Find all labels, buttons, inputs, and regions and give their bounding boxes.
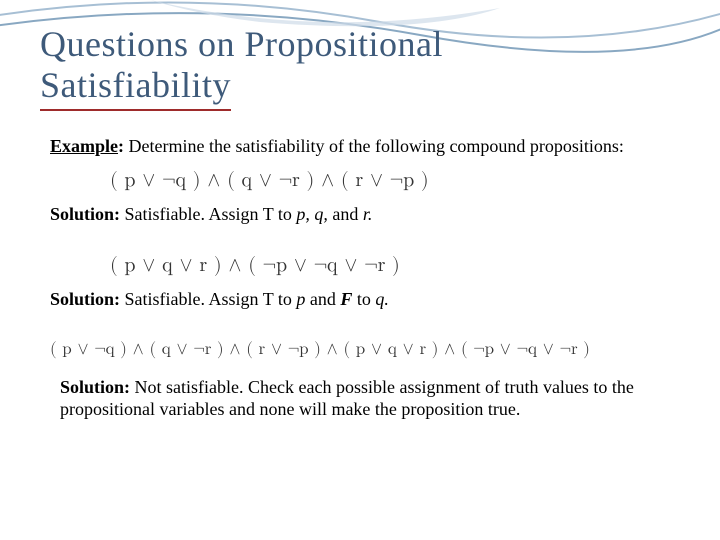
- solution-1: Solution: Satisfiable. Assign T to p, q,…: [50, 203, 680, 226]
- solution-2: Solution: Satisfiable. Assign T to p and…: [50, 288, 680, 311]
- title-line1: Questions on Propositional: [40, 24, 443, 64]
- solution2-to: to: [352, 289, 375, 309]
- solution2-var-q: q.: [375, 289, 389, 309]
- solution3-text: Not satisfiable. Check each possible ass…: [60, 377, 634, 420]
- solution1-text: Satisfiable. Assign T to: [120, 204, 296, 224]
- solution2-F: F: [340, 289, 352, 309]
- example-label: Example: [50, 136, 118, 156]
- solution3-label: Solution:: [60, 377, 130, 397]
- solution1-and: and: [328, 204, 363, 224]
- formula-3: ( p ∨ ¬q ) ∧ ( q ∨ ¬r ) ∧ ( r ∨ ¬p ) ∧ (…: [50, 339, 680, 360]
- solution1-var-r: r.: [363, 204, 373, 224]
- example-paragraph: Example: Determine the satisfiability of…: [50, 135, 680, 158]
- slide-body: Example: Determine the satisfiability of…: [50, 135, 680, 425]
- example-text: Determine the satisfiability of the foll…: [124, 136, 624, 156]
- solution2-and: and: [305, 289, 340, 309]
- formula-1: ( p ∨ ¬q ) ∧ ( q ∨ ¬r ) ∧ ( r ∨ ¬p ): [110, 168, 680, 193]
- solution1-label: Solution: [50, 204, 114, 224]
- solution-3: Solution: Not satisfiable. Check each po…: [60, 376, 680, 421]
- solution2-text: Satisfiable. Assign T to: [120, 289, 296, 309]
- solution2-label: Solution:: [50, 289, 120, 309]
- slide-title: Questions on Propositional Satisfiabilit…: [40, 24, 443, 111]
- title-line2: Satisfiability: [40, 65, 231, 110]
- solution1-vars-pq: p, q,: [296, 204, 328, 224]
- formula-2: ( p ∨ q ∨ r ) ∧ ( ¬p ∨ ¬q ∨ ¬r ): [110, 253, 680, 278]
